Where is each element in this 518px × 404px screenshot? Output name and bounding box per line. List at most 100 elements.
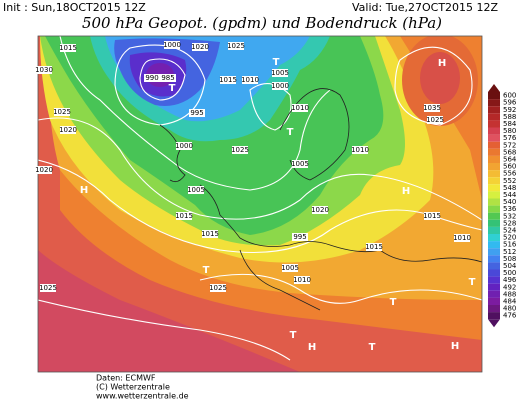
isobar-label-bg: [292, 104, 308, 112]
isobar-label: 1015: [175, 212, 193, 220]
colorbar-label: 520: [503, 234, 516, 242]
isobar-label-bg: [454, 234, 470, 242]
valid-time: Valid: Tue,27OCT2015 12Z: [352, 1, 499, 14]
isobar-label: 1025: [53, 108, 71, 116]
colorbar-swatch: [488, 92, 500, 100]
colorbar-swatch: [488, 269, 500, 277]
isobar-label: 1020: [59, 126, 77, 134]
pressure-center: T: [469, 277, 476, 288]
colorbar-swatch: [488, 297, 500, 305]
colorbar-swatch: [488, 177, 500, 185]
map-field: [38, 36, 482, 372]
colorbar-swatch: [488, 191, 500, 199]
isobar-label: 1015: [59, 44, 77, 52]
data-source: Daten: ECMWF: [96, 374, 156, 383]
colorbar-label: 596: [503, 99, 517, 107]
isobar-label-bg: [272, 82, 288, 90]
isobar-label: 1000: [271, 82, 289, 90]
isobar-label: 1025: [39, 284, 57, 292]
colorbar-label: 504: [503, 262, 517, 270]
colorbar-label: 476: [503, 312, 517, 320]
isobar-label: 1025: [231, 146, 249, 154]
colorbar-swatch: [488, 312, 500, 320]
isobar-label: 1010: [291, 104, 309, 112]
isobar-label: 1035: [423, 104, 441, 112]
colorbar-swatch: [488, 106, 500, 114]
isobar-label-bg: [36, 166, 52, 174]
colorbar-label: 572: [503, 141, 516, 149]
colorbar-label: 552: [503, 177, 516, 185]
isobar-label-bg: [220, 76, 236, 84]
isobar-label: 1025: [209, 284, 227, 292]
isobar-label-bg: [424, 212, 440, 220]
isobar-label: 1020: [191, 43, 209, 51]
colorbar-swatch: [488, 205, 500, 213]
pressure-center: T: [287, 127, 294, 138]
pressure-center: T: [390, 297, 397, 308]
isobar-label-bg: [292, 160, 308, 168]
pressure-center: T: [203, 265, 210, 276]
colorbar-label: 560: [503, 163, 516, 171]
isobar-label: 1025: [426, 116, 444, 124]
isobar-label: 1000: [175, 142, 193, 150]
colorbar-swatch: [488, 248, 500, 256]
isobar-label-bg: [188, 186, 204, 194]
isobar-label-bg: [210, 284, 226, 292]
colorbar-swatch: [488, 226, 500, 234]
colorbar-swatch: [488, 290, 500, 298]
isobar-label: 1010: [293, 276, 311, 284]
colorbar-swatch: [488, 155, 500, 163]
init-time: Init : Sun,18OCT2015 12Z: [3, 1, 146, 14]
isobar-label: 1005: [291, 160, 309, 168]
colorbar-swatch: [488, 234, 500, 242]
map-labels: 1015 1030 1000 1020 1025 990 985 1015 1010 1005 10…: [35, 41, 476, 353]
website: www.wetterzentrale.de: [96, 392, 189, 401]
isobar-label-bg: [294, 276, 310, 284]
colorbar-swatch: [488, 134, 500, 142]
colorbar-label: 564: [503, 155, 517, 163]
isobar-label: 1020: [35, 166, 53, 174]
colorbar-swatch: [488, 113, 500, 121]
colorbar-swatch: [488, 99, 500, 107]
isobar-label-bg: [228, 42, 244, 50]
isobar-label: 1010: [351, 146, 369, 154]
colorbar-label: 544: [503, 191, 517, 199]
colorbar: 6005965925885845805765725685645605565525…: [488, 84, 517, 328]
pressure-center: H: [80, 185, 88, 196]
isobar-label: 1010: [241, 76, 259, 84]
colorbar-swatch: [488, 170, 500, 178]
isobar-label-bg: [424, 104, 440, 112]
pressure-center: T: [273, 57, 280, 68]
pressure-center: T: [169, 83, 176, 94]
colorbar-swatch: [488, 120, 500, 128]
colorbar-label: 516: [503, 241, 517, 249]
isobar-label-bg: [40, 284, 56, 292]
colorbar-swatch: [488, 184, 500, 192]
colorbar-label: 524: [503, 226, 517, 234]
isobar-label: 1015: [201, 230, 219, 238]
isobar-label: 985: [161, 74, 174, 82]
colorbar-label: 592: [503, 106, 516, 114]
isobar-label: 1015: [219, 76, 237, 84]
colorbar-label: 508: [503, 255, 516, 263]
colorbar-label: 480: [503, 305, 516, 313]
isobar-label-bg: [60, 126, 76, 134]
isobar-label: 1020: [311, 206, 329, 214]
pressure-center: T: [290, 330, 297, 341]
isobar-label-bg: [164, 41, 180, 49]
colorbar-label: 548: [503, 184, 516, 192]
colorbar-swatch: [488, 219, 500, 227]
colorbar-swatch: [488, 163, 500, 171]
pressure-center: T: [369, 342, 376, 353]
colorbar-swatch: [488, 262, 500, 270]
pressure-center: H: [402, 186, 410, 197]
isobar-label-bg: [312, 206, 328, 214]
colorbar-label: 484: [503, 297, 517, 305]
colorbar-swatch: [488, 148, 500, 156]
isobar-label-bg: [366, 243, 382, 251]
pressure-center: H: [308, 342, 316, 353]
colorbar-label: 528: [503, 219, 516, 227]
isobar-label: 1000: [163, 41, 181, 49]
colorbar-swatch: [488, 198, 500, 206]
isobar-label-bg: [176, 212, 192, 220]
